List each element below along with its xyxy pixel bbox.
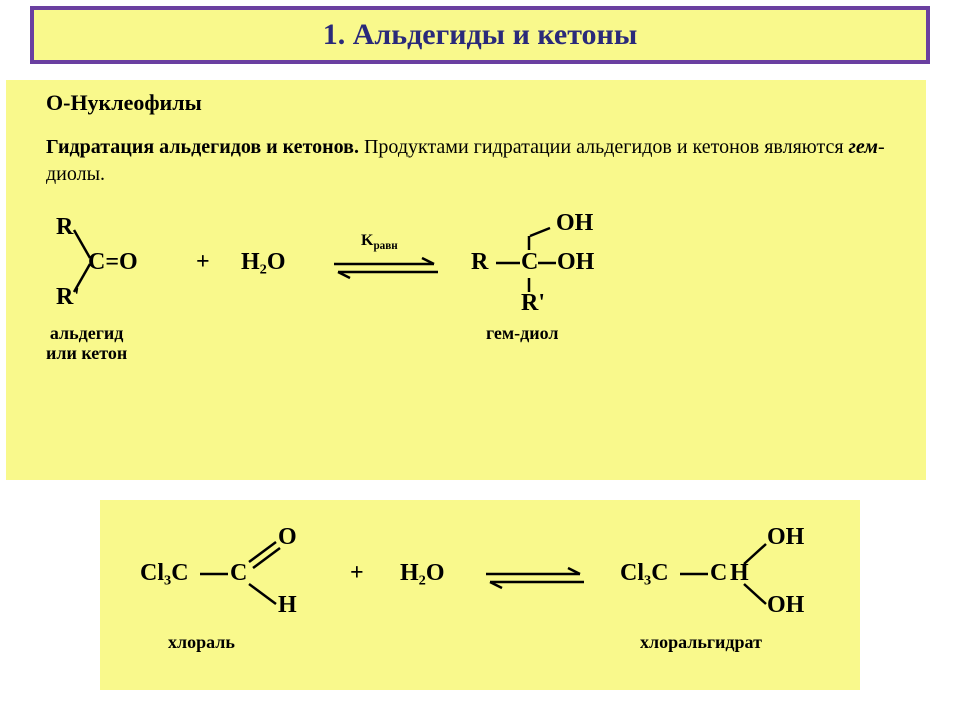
water: H₂O bbox=[241, 249, 286, 276]
paragraph-hydration: Гидратация альдегидов и кетонов. Продукт… bbox=[46, 134, 886, 188]
plus-2: + bbox=[350, 560, 364, 587]
water-2: H₂O bbox=[400, 560, 445, 587]
slide-header: 1. Альдегиды и кетоны bbox=[30, 6, 930, 64]
label-chloral: хлораль bbox=[168, 632, 235, 653]
chloral-bonds bbox=[136, 520, 316, 630]
slide-title: 1. Альдегиды и кетоны bbox=[323, 18, 638, 52]
k-equilibrium: Kравн bbox=[361, 232, 398, 252]
example-panel: Cl₃C C O H + H₂O Cl₃C C H OH OH bbox=[100, 500, 860, 690]
label-gem-diol: гем-диол bbox=[486, 324, 559, 344]
reaction-chloral: Cl₃C C O H + H₂O Cl₃C C H OH OH bbox=[120, 520, 840, 670]
label-aldehyde-or-ketone: альдегид или кетон bbox=[46, 324, 127, 364]
bond-r-to-c bbox=[70, 228, 96, 294]
hydrate-bonds bbox=[616, 520, 836, 630]
product-bonds bbox=[466, 206, 626, 326]
equilibrium-arrow bbox=[326, 254, 446, 280]
main-panel: O-Нуклеофилы Гидратация альдегидов и кет… bbox=[6, 80, 926, 480]
reaction-hydration-general: R R' C=O + H₂O Kравн OH R C OH R' bbox=[46, 206, 886, 426]
plus-sign: + bbox=[196, 249, 210, 276]
equilibrium-arrow-2 bbox=[480, 564, 590, 590]
para-gem: гем bbox=[849, 136, 878, 158]
label-chloral-hydrate: хлоральгидрат bbox=[640, 632, 762, 653]
para-body: Продуктами гидратации альдегидов и кетон… bbox=[359, 136, 849, 158]
para-lead: Гидратация альдегидов и кетонов. bbox=[46, 136, 359, 158]
subtitle-o-nucleophiles: O-Нуклеофилы bbox=[46, 90, 886, 116]
